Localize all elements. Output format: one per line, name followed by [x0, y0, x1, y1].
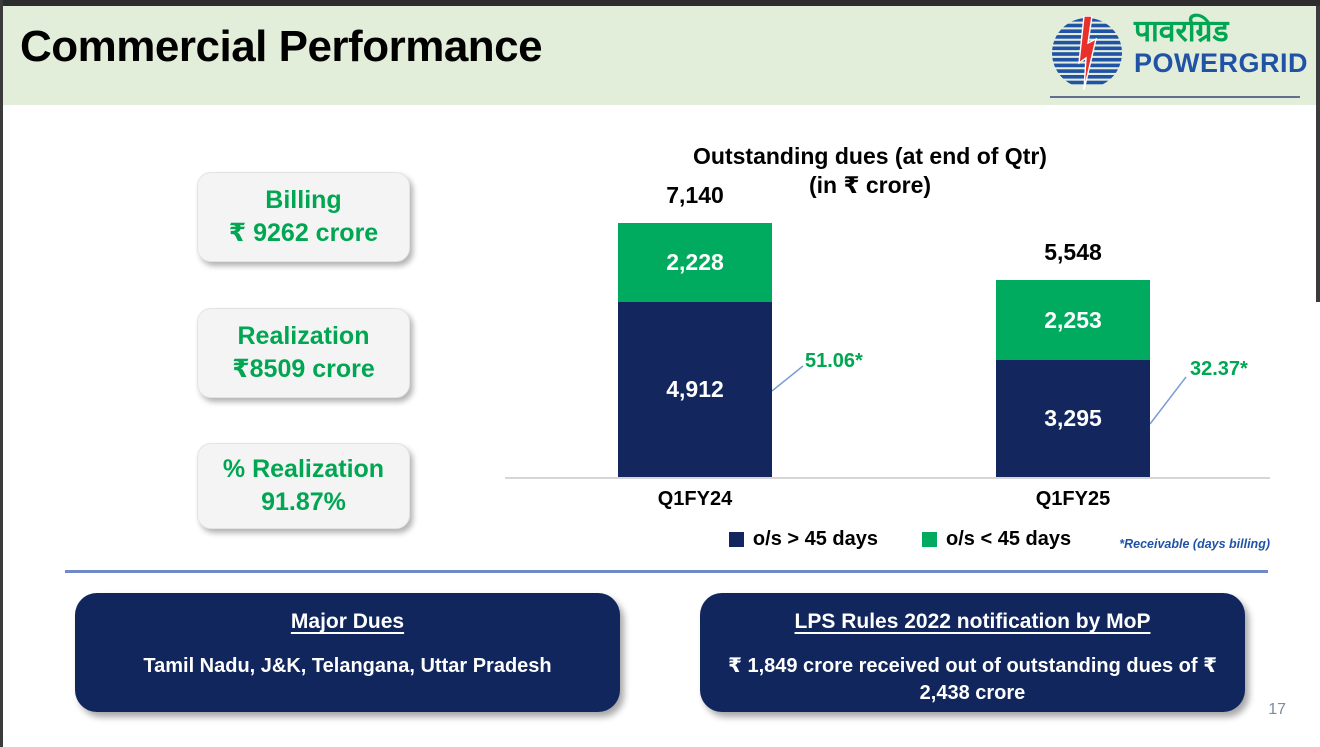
metric-value: 91.87%: [261, 488, 346, 516]
segment-value-label: 4,912: [666, 376, 724, 402]
receivable-days-annotation: 51.06*: [805, 350, 863, 372]
metric-label: Billing: [265, 186, 342, 214]
segment-value-label: 3,295: [1044, 405, 1102, 431]
bar-total-label: 5,548: [1044, 239, 1102, 265]
logo-english-text: POWERGRID: [1134, 48, 1309, 78]
chart-title: Outstanding dues (at end of Qtr): [693, 143, 1047, 169]
chart-legend: o/s > 45 days o/s < 45 days: [700, 528, 1100, 551]
lightning-bolt-icon: [1078, 16, 1098, 90]
metric-card-realization: Realization ₹8509 crore: [197, 308, 410, 398]
chart-subtitle: (in ₹ crore): [808, 172, 932, 198]
powergrid-logo: पावरग्रिड POWERGRID: [1050, 14, 1308, 98]
receivable-days-annotation: 32.37*: [1190, 358, 1248, 380]
logo-underline: [1050, 96, 1300, 98]
legend-swatch-navy: [728, 532, 744, 547]
page-number: 17: [1268, 701, 1286, 718]
bar-segment-lt45: 2,228: [618, 223, 772, 302]
metric-value: ₹8509 crore: [232, 355, 375, 383]
bar-segment-lt45: 2,253: [996, 280, 1150, 360]
section-divider: [65, 570, 1268, 573]
page-title: Commercial Performance: [20, 22, 543, 71]
segment-value-label: 2,228: [666, 249, 724, 275]
window-left-edge: [0, 0, 3, 747]
metric-label: Realization: [237, 322, 370, 350]
callout-heading: Major Dues: [290, 610, 405, 633]
window-top-bar: [0, 0, 1320, 6]
category-label-q1fy25: Q1FY25: [1035, 488, 1111, 510]
category-label-q1fy24: Q1FY24: [657, 488, 733, 510]
globe-lightning-icon: [1052, 16, 1122, 90]
legend-item-lt45: o/s < 45 days: [922, 528, 1071, 551]
chart-footnote: *Receivable (days billing): [1119, 537, 1270, 551]
metric-card-billing: Billing ₹ 9262 crore: [197, 172, 410, 262]
callout-body: Tamil Nadu, J&K, Telangana, Uttar Prades…: [143, 655, 552, 677]
metric-label: % Realization: [222, 455, 385, 483]
callout-lps-rules: LPS Rules 2022 notification by MoP ₹ 1,8…: [700, 593, 1245, 712]
metric-value: ₹ 9262 crore: [228, 219, 379, 247]
segment-value-label: 2,253: [1044, 306, 1102, 333]
callout-major-dues: Major Dues Tamil Nadu, J&K, Telangana, U…: [75, 593, 620, 712]
callout-heading: LPS Rules 2022 notification by MoP: [794, 610, 1151, 633]
bar-segment-gt45: 3,295: [996, 360, 1150, 477]
scrollbar-thumb[interactable]: [1316, 6, 1320, 302]
legend-swatch-green: [922, 532, 937, 547]
bar-segment-gt45: 4,912: [618, 302, 772, 477]
bar-total-label: 7,140: [666, 182, 724, 208]
legend-item-gt45: o/s > 45 days: [728, 528, 878, 551]
callout-body: ₹ 1,849 crore received out of outstandin…: [727, 655, 1218, 704]
bar-q1fy25: 5,548 2,253 3,295: [996, 239, 1150, 477]
chart-title-block: Outstanding dues (at end of Qtr) (in ₹ c…: [560, 142, 1180, 200]
legend-label: o/s < 45 days: [946, 528, 1072, 550]
legend-label: o/s > 45 days: [752, 528, 878, 550]
metric-card-pct-realization: % Realization 91.87%: [197, 443, 410, 529]
bar-q1fy24: 7,140 2,228 4,912: [618, 182, 772, 477]
x-axis-line: [505, 477, 1270, 479]
logo-hindi-text: पावरग्रिड: [1134, 15, 1229, 48]
